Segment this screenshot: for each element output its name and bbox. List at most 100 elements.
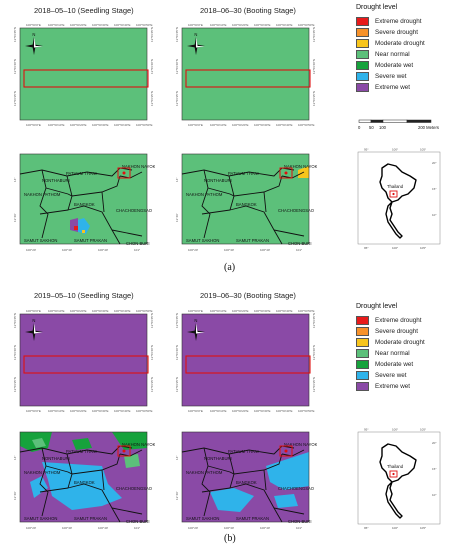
tick-label: 100°54'10"E: [210, 123, 227, 127]
tick-label: 100°54'20"E: [232, 309, 249, 313]
place-label: CHACHOENGSAO: [278, 208, 315, 213]
place-label: NAKHON PATHOM: [24, 192, 61, 197]
swatch-extreme-drought: [356, 316, 369, 325]
province-boundaries: [181, 167, 305, 245]
regional-map-a1: PATHUM THANI NAKHON NAYOK NONTHABURI NAKHON…: [12, 148, 155, 252]
tick-label: 100°: [392, 526, 399, 530]
tick-label: 100°54'10"E: [48, 123, 65, 127]
swatch-moderate-wet: [356, 61, 369, 70]
tick-label: 13°56'40"N: [13, 345, 17, 360]
place-label: CHACHOENGSAO: [278, 486, 315, 491]
tick-label: 100°30': [224, 248, 235, 252]
tick-label: 13°56'40"N: [150, 59, 154, 74]
map-title-b1: 2019–05–10 (Seedling Stage): [34, 291, 134, 300]
map-fill: [181, 27, 310, 121]
tick-label: 100°54'40"E: [276, 309, 293, 313]
place-label: NONTHABURI: [42, 456, 70, 461]
tick-label: 13°56'35"N: [13, 377, 17, 392]
tick-label: 13°56'35"N: [312, 377, 316, 392]
place-label: CHACHOENGSAO: [116, 486, 153, 491]
tick-label: 100°30': [224, 526, 235, 530]
tick-label: 100°54'30"E: [92, 123, 109, 127]
study-area-box: [117, 167, 131, 179]
legend-b: Drought level Extreme drought Severe dro…: [356, 303, 451, 413]
map-fill: [19, 27, 148, 121]
tick-label: 100°54'20"E: [70, 123, 87, 127]
tick-label: 15°: [432, 467, 437, 471]
tick-label: 100°54'0"E: [26, 409, 41, 413]
regional-map-b1: PATHUM THANI NAKHON NAYOK NONTHABURI NAKHON…: [12, 426, 155, 530]
tick-label: 100°54'30"E: [92, 309, 109, 313]
tick-label: 100°54'30"E: [254, 309, 271, 313]
swatch-moderate-drought: [356, 39, 369, 48]
study-site-marker: [284, 449, 288, 453]
tick-label: 100°: [392, 148, 399, 152]
panel-label-b: (b): [224, 533, 236, 544]
legend-item: Extreme drought: [356, 316, 422, 325]
swatch-moderate-drought: [356, 338, 369, 347]
tick-label: 95°: [364, 246, 369, 250]
panel-label-a: (a): [224, 262, 236, 273]
map-fill: [19, 313, 148, 407]
legend-header: Drought level: [356, 303, 398, 310]
place-label: NAKHON NAYOK: [284, 442, 317, 447]
legend-item: Near normal: [356, 349, 410, 358]
tick-label: 13°56'35"N: [312, 91, 316, 106]
place-label: NAKHON NAYOK: [284, 164, 317, 169]
tick-label: 100°54'40"E: [114, 409, 131, 413]
thailand-outline: [379, 443, 417, 519]
location-box: [389, 470, 398, 478]
north-label: N: [194, 318, 197, 323]
tick-label: 95°: [364, 428, 369, 432]
tick-label: 100°54'10"E: [210, 23, 227, 27]
regional-map-b2: PATHUM THANI NAKHON NAYOK NONTHABURI NAKHON…: [174, 426, 317, 530]
tick-label: 100°54'40"E: [114, 123, 131, 127]
tick-label: 100°54'10"E: [210, 409, 227, 413]
legend-item: Moderate drought: [356, 39, 425, 48]
tick-label: 13°56'35"N: [175, 377, 179, 392]
tick-label: 100°20': [188, 248, 199, 252]
place-label: SAMUT PRAKAN: [236, 516, 269, 521]
tick-label: 13°56'45"N: [13, 27, 17, 42]
place-label: CHON BURI: [126, 519, 150, 524]
scale-label: 100: [379, 125, 387, 130]
place-label: SAMUT SAKHON: [186, 238, 219, 243]
legend-item: Extreme drought: [356, 17, 422, 26]
north-label: N: [32, 318, 35, 323]
tick-label: 100°20': [188, 526, 199, 530]
regional-raster: [182, 432, 309, 522]
province-boundaries: [181, 445, 305, 523]
tick-label: 101°: [134, 526, 141, 530]
tick-label: 14°: [175, 177, 179, 182]
tick-label: 13°56'35"N: [150, 91, 154, 106]
legend-item: Moderate wet: [356, 61, 413, 70]
tick-label: 13°56'45"N: [150, 313, 154, 328]
tick-label: 100°54'20"E: [70, 309, 87, 313]
tick-label: 13°56'35"N: [13, 91, 17, 106]
tick-label: 100°54'20"E: [70, 23, 87, 27]
study-area-box: [185, 69, 311, 88]
tick-label: 101°: [296, 526, 303, 530]
tick-label: 101°: [134, 248, 141, 252]
tick-label: 14°: [13, 177, 17, 182]
tick-label: 100°54'0"E: [26, 309, 41, 313]
study-area-box: [185, 355, 311, 374]
map-title-a2: 2018–06–30 (Booting Stage): [200, 6, 296, 15]
tick-label: 100°54'40"E: [276, 123, 293, 127]
place-label: PATHUM THANI: [66, 449, 97, 454]
tick-label: 105°: [420, 526, 427, 530]
swatch-extreme-drought: [356, 17, 369, 26]
tick-label: 100°54'40"E: [276, 409, 293, 413]
place-label: NONTHABURI: [204, 456, 232, 461]
legend-item: Severe wet: [356, 371, 407, 380]
study-site-marker: [284, 171, 288, 175]
tick-label: 100°54'30"E: [92, 409, 109, 413]
tick-label: 105°: [420, 148, 427, 152]
tick-label: 105°: [420, 246, 427, 250]
tick-label: 10°: [432, 493, 437, 497]
tick-label: 13°56'45"N: [312, 27, 316, 42]
north-arrow-icon: N: [25, 318, 43, 341]
tick-label: 20°: [432, 161, 437, 165]
tick-label: 13°56'45"N: [312, 313, 316, 328]
place-label: PATHUM THANI: [228, 171, 259, 176]
